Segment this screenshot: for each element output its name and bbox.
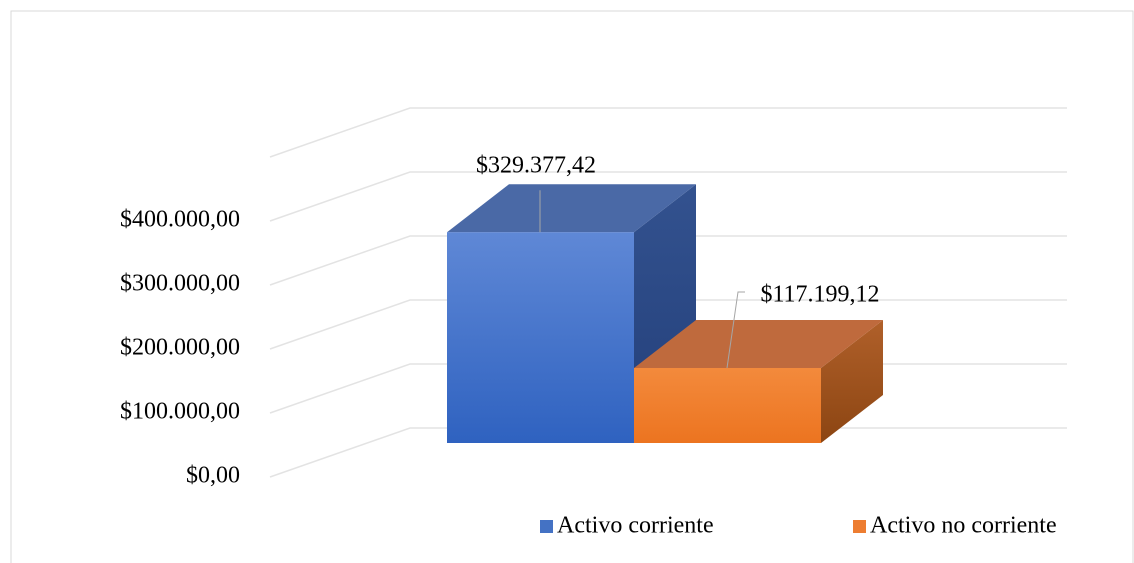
legend-label: Activo corriente [557,513,714,539]
y-tick-label: $400.000,00 [120,207,240,233]
y-tick-label: $100.000,00 [120,399,240,425]
leader-line [726,291,745,369]
bar-side [821,319,883,443]
y-tick-label: $300.000,00 [120,271,240,297]
y-tick-label: $0,00 [186,463,240,489]
legend-swatch [540,520,553,533]
legend-swatch [853,520,866,533]
grid-line [269,427,1067,478]
grid-line [269,107,1067,158]
grid-line [269,235,1067,286]
grid-line [269,299,1067,350]
data-label: $117.199,12 [760,281,879,307]
bar [634,367,821,443]
legend-label: Activo no corriente [870,513,1057,539]
data-label: $329.377,42 [476,153,596,179]
bar-top [447,184,696,233]
bar [447,232,634,443]
chart-border [10,10,1134,563]
grid-line [269,171,1067,222]
y-tick-label: $200.000,00 [120,335,240,361]
bar-top [634,319,883,368]
